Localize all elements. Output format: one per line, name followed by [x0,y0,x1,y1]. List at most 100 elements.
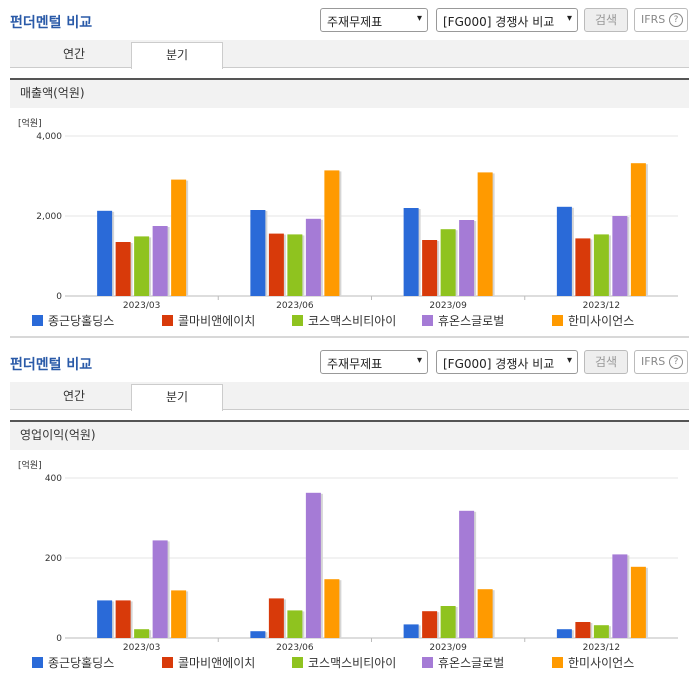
chevron-down-icon: ▾ [416,355,422,366]
bar [152,226,168,296]
legend-label: 휴온스글로벌 [438,314,504,328]
section-title: 영업이익(억원) [10,420,689,450]
unit-label: [억원] [18,459,42,471]
op-income-chart-svg: [억원] 0 200 400 2023/03 2023/06 2023/09 2023/12 종… [18,459,678,670]
competitor-select-value: [FG000] 경쟁사 비교 [443,357,555,371]
statement-select-value: 주재무제표 [327,15,383,29]
bar [97,600,113,638]
x-tick-label: 2023/09 [429,643,467,653]
bar [268,598,284,638]
legend-label: 종근당홀딩스 [48,656,114,670]
section-title: 매출액(억원) [10,78,689,108]
y-tick-label: 4,000 [36,132,62,142]
tab-annual[interactable]: 연간 [62,47,86,61]
bar [115,600,131,638]
y-tick-label: 0 [56,292,62,302]
legend-swatch [552,657,563,668]
panel-title: 펀더멘털 비교 [10,15,93,31]
y-tick-label: 200 [45,554,62,564]
tab-annual[interactable]: 연간 [62,389,86,403]
x-tick-label: 2023/12 [583,301,620,311]
legend-label: 한미사이언스 [568,314,634,328]
bar [152,540,168,638]
period-tabs: 연간 분기 [10,40,689,69]
bar [556,629,572,638]
competitor-select[interactable]: [FG000] 경쟁사 비교 ▾ [436,350,578,374]
bar [477,172,493,296]
competitor-select[interactable]: [FG000] 경쟁사 비교 ▾ [436,8,578,32]
bar [268,233,284,296]
tab-quarterly[interactable]: 분기 [131,384,223,411]
divider [10,336,689,338]
x-tick-label: 2023/06 [276,301,314,311]
bar [403,624,419,638]
panel-title: 펀더멘털 비교 [10,357,93,373]
help-icon[interactable]: ? [669,13,683,27]
bar [612,554,628,638]
legend-label: 코스맥스비티아이 [308,314,396,328]
ifrs-label: IFRS [641,13,666,26]
legend-swatch [422,315,433,326]
bar [593,234,609,296]
competitor-select-value: [FG000] 경쟁사 비교 [443,15,555,29]
legend-label: 콜마비앤에이치 [178,314,255,328]
statement-select-value: 주재무제표 [327,357,383,371]
y-tick-label: 400 [45,474,62,484]
bar [593,625,609,638]
bar [324,170,340,296]
statement-select[interactable]: 주재무제표 ▾ [320,350,428,374]
panel-header: 펀더멘털 비교 주재무제표 ▾ [FG000] 경쟁사 비교 ▾ 검색 IFRS? [0,0,696,40]
bar [459,220,475,296]
x-tick-label: 2023/06 [276,643,314,653]
legend-label: 종근당홀딩스 [48,314,114,328]
x-tick-label: 2023/09 [429,301,467,311]
legend-swatch [162,315,173,326]
sales-chart-svg: [억원] 0 2,000 4,000 2023/03 2023/06 2023/09 2023… [18,117,678,328]
legend-swatch [552,315,563,326]
sales-chart: [억원] 0 2,000 4,000 2023/03 2023/06 2023/09 2023… [10,112,689,338]
bar [171,179,187,296]
ifrs-label: IFRS [641,355,666,368]
legend-label: 코스맥스비티아이 [308,656,396,670]
x-tick-label: 2023/03 [123,643,160,653]
legend-label: 휴온스글로벌 [438,656,504,670]
legend-swatch [292,315,303,326]
bar [171,590,187,638]
bar [250,631,266,638]
legend-swatch [32,657,43,668]
legend-swatch [32,315,43,326]
chevron-down-icon: ▾ [416,13,422,24]
bar [630,163,646,296]
tab-quarterly[interactable]: 분기 [131,42,223,69]
legend-swatch [292,657,303,668]
op-income-chart: [억원] 0 200 400 2023/03 2023/06 2023/09 2023/12 종… [10,454,689,680]
bar [422,611,438,638]
ifrs-button[interactable]: IFRS? [634,350,688,374]
legend-label: 콜마비앤에이치 [178,656,255,670]
search-button[interactable]: 검색 [584,350,628,374]
bar [403,208,419,296]
ifrs-button[interactable]: IFRS? [634,8,688,32]
unit-label: [억원] [18,117,42,129]
chevron-down-icon: ▾ [566,13,572,24]
search-button[interactable]: 검색 [584,8,628,32]
y-tick-label: 0 [56,634,62,644]
legend-swatch [422,657,433,668]
x-tick-label: 2023/03 [123,301,160,311]
chevron-down-icon: ▾ [566,355,572,366]
panel-header: 펀더멘털 비교 주재무제표 ▾ [FG000] 경쟁사 비교 ▾ 검색 IFRS? [0,342,696,382]
bar [440,606,456,638]
bar [422,240,438,296]
x-tick-label: 2023/12 [583,643,620,653]
statement-select[interactable]: 주재무제표 ▾ [320,8,428,32]
help-icon[interactable]: ? [669,355,683,369]
bar [556,206,572,296]
fundamental-panel-op-income: 펀더멘털 비교 주재무제표 ▾ [FG000] 경쟁사 비교 ▾ 검색 IFRS? … [0,342,696,684]
bar [440,229,456,296]
bar [134,629,150,638]
bar [287,610,303,638]
legend-swatch [162,657,173,668]
bar [305,218,321,296]
y-tick-label: 2,000 [36,212,62,222]
bar [477,589,493,638]
